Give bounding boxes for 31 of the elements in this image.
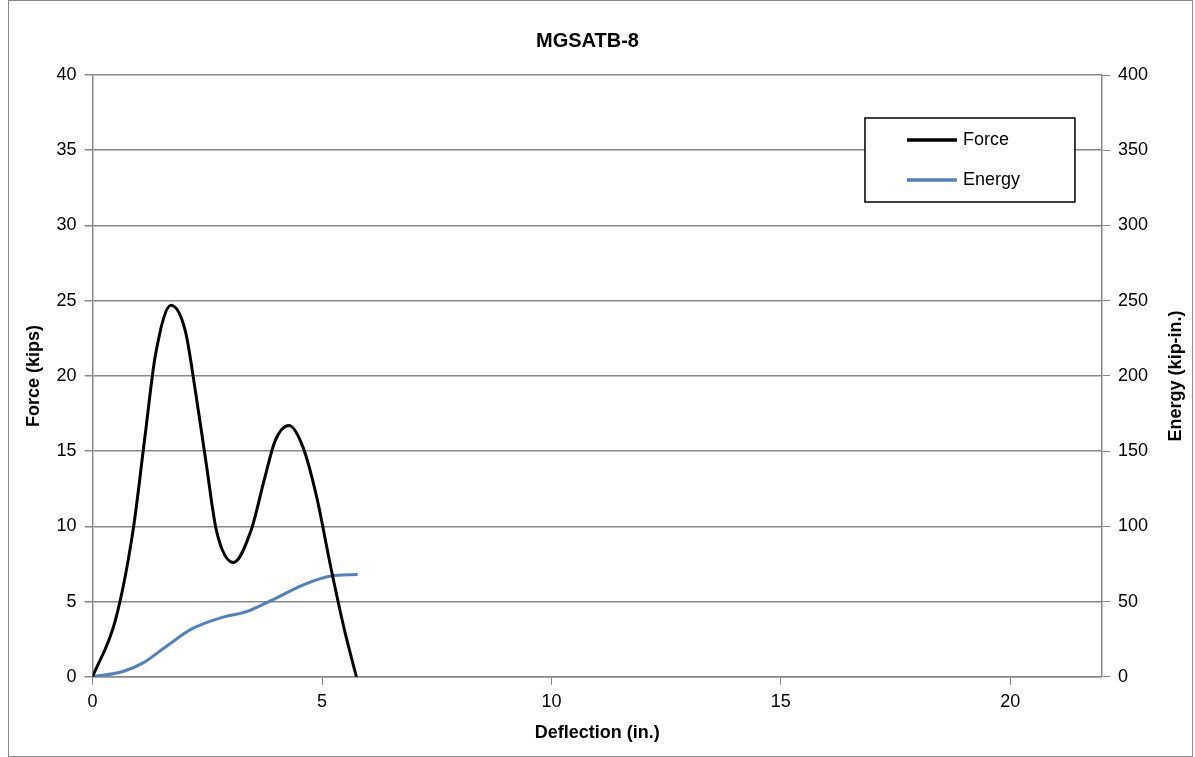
x-tick-label: 15 xyxy=(770,690,791,711)
y-tick-label: 25 xyxy=(56,289,77,310)
x-tick-label: 0 xyxy=(87,690,98,711)
y-tick-label: 15 xyxy=(56,440,77,461)
y-tick-label: 35 xyxy=(56,139,77,160)
y-axis-title: Force (kips) xyxy=(22,324,43,427)
line-series xyxy=(92,303,358,677)
y-tick-label: 0 xyxy=(66,665,77,686)
y-tick-label: 5 xyxy=(66,590,77,611)
legend-label: Force xyxy=(962,128,1009,149)
y2-tick-label: 150 xyxy=(1117,440,1149,461)
y2-tick-label: 0 xyxy=(1117,665,1128,686)
legend-label: Energy xyxy=(962,168,1021,189)
y2-tick-label: 350 xyxy=(1117,139,1149,160)
y-tick-label: 10 xyxy=(56,515,77,536)
y-tick-label: 20 xyxy=(56,364,77,385)
y2-tick-label: 250 xyxy=(1117,289,1149,310)
x-axis-title: Deflection (in.) xyxy=(534,722,660,743)
line-series xyxy=(92,572,358,677)
y2-tick-label: 200 xyxy=(1117,364,1149,385)
y2-tick-label: 100 xyxy=(1117,515,1149,536)
y-tick-label: 40 xyxy=(56,63,77,84)
y-tick-label: 30 xyxy=(56,214,77,235)
x-tick-label: 5 xyxy=(317,690,328,711)
y2-axis-title: Energy (kip-in.) xyxy=(1164,310,1185,442)
chart-title: MGSATB-8 xyxy=(536,28,639,51)
y2-tick-label: 400 xyxy=(1117,63,1149,84)
y2-tick-label: 50 xyxy=(1117,590,1138,611)
x-tick-label: 20 xyxy=(1000,690,1021,711)
y2-tick-label: 300 xyxy=(1117,214,1149,235)
x-tick-label: 10 xyxy=(541,690,562,711)
